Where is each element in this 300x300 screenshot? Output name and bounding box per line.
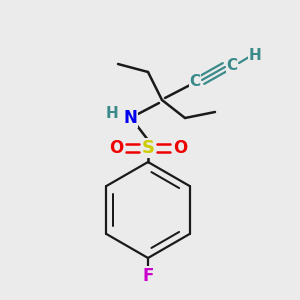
Text: C: C [226,58,238,73]
Text: H: H [106,106,118,122]
Text: O: O [109,139,123,157]
Text: S: S [142,139,154,157]
Text: O: O [173,139,187,157]
Text: F: F [142,267,154,285]
Text: N: N [123,109,137,127]
Text: C: C [189,74,201,89]
Text: H: H [249,47,261,62]
